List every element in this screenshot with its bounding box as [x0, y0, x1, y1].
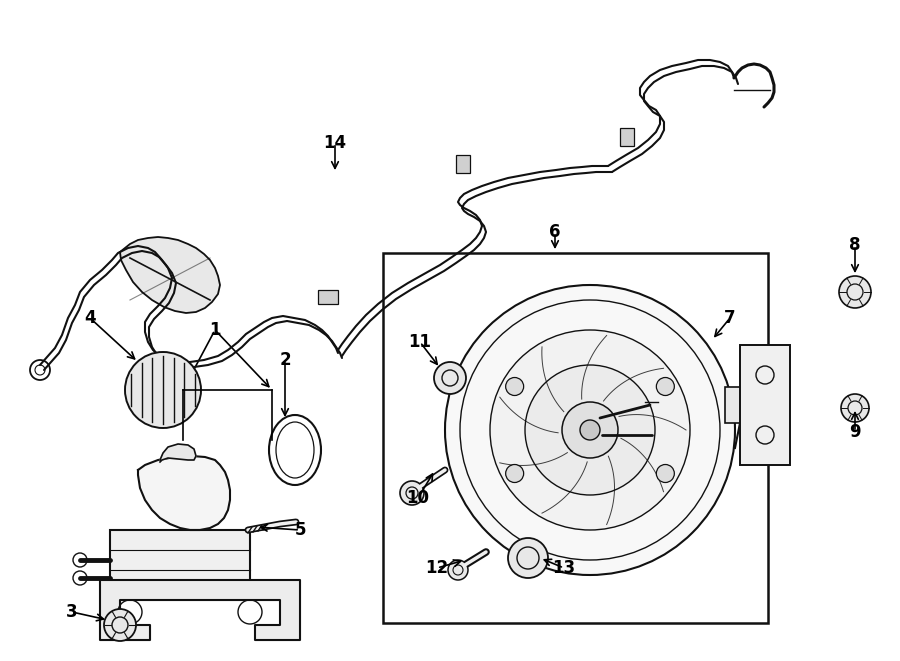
- Polygon shape: [120, 237, 220, 313]
- Circle shape: [506, 465, 524, 483]
- Circle shape: [580, 420, 600, 440]
- Text: 5: 5: [294, 521, 306, 539]
- Circle shape: [656, 377, 674, 395]
- Text: 4: 4: [85, 309, 95, 327]
- Text: 6: 6: [549, 223, 561, 241]
- Text: 13: 13: [553, 559, 576, 577]
- Text: 14: 14: [323, 134, 346, 152]
- Circle shape: [445, 285, 735, 575]
- Circle shape: [125, 352, 201, 428]
- Circle shape: [839, 276, 871, 308]
- Circle shape: [400, 481, 424, 505]
- Circle shape: [506, 377, 524, 395]
- Bar: [110, 530, 250, 590]
- Text: 12: 12: [426, 559, 448, 577]
- Text: 1: 1: [209, 321, 220, 339]
- Text: 11: 11: [409, 333, 431, 351]
- Bar: [620, 128, 634, 146]
- Circle shape: [490, 330, 690, 530]
- Circle shape: [508, 538, 548, 578]
- Text: 3: 3: [67, 603, 77, 621]
- Polygon shape: [138, 456, 230, 530]
- Circle shape: [841, 394, 869, 422]
- Circle shape: [562, 402, 618, 458]
- Circle shape: [525, 365, 655, 495]
- Circle shape: [434, 362, 466, 394]
- Circle shape: [656, 465, 674, 483]
- Bar: [740, 345, 790, 465]
- Bar: [383, 253, 768, 623]
- Bar: [725, 387, 745, 423]
- Polygon shape: [160, 444, 196, 462]
- Text: 7: 7: [724, 309, 736, 327]
- Bar: [456, 155, 470, 173]
- Text: 9: 9: [850, 423, 860, 441]
- Circle shape: [104, 609, 136, 641]
- Polygon shape: [100, 580, 300, 640]
- Text: 8: 8: [850, 236, 860, 254]
- Text: 10: 10: [407, 489, 429, 507]
- Text: 2: 2: [279, 351, 291, 369]
- Circle shape: [448, 560, 468, 580]
- Bar: [318, 290, 338, 304]
